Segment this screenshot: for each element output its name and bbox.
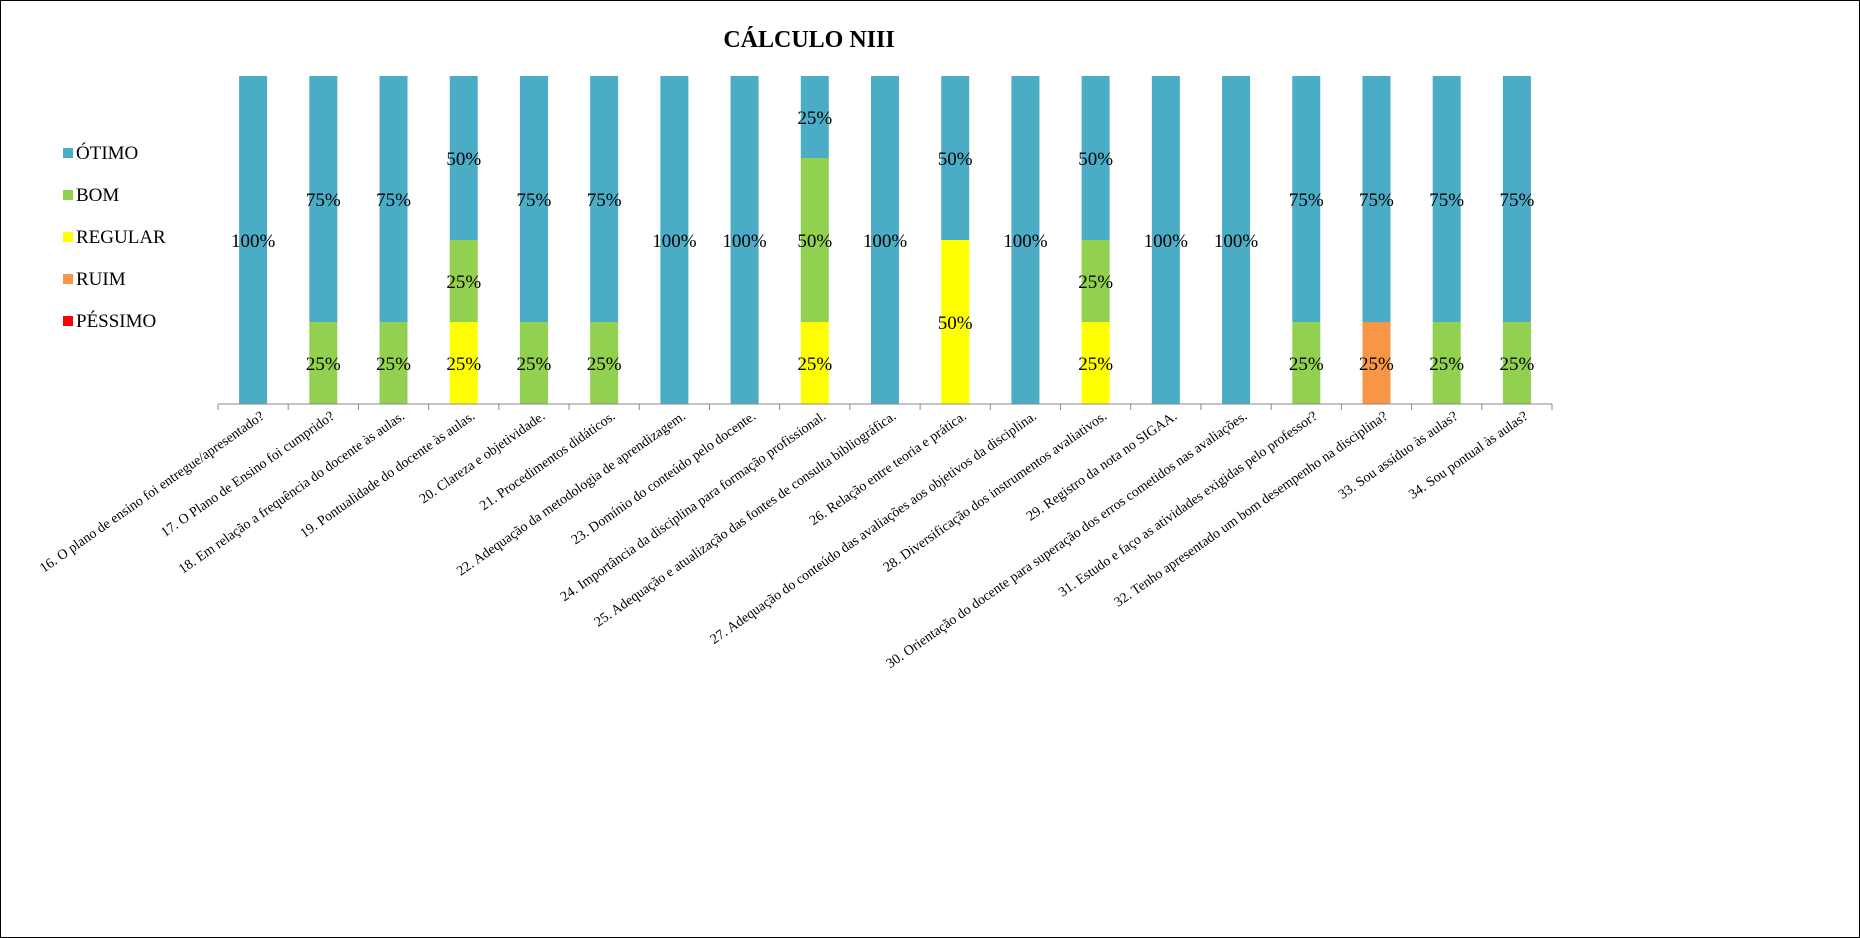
data-label-bom-3: 25% (376, 354, 411, 375)
bar-segment-otimo-4 (449, 76, 478, 240)
bar-segment-ruim-17 (1362, 322, 1391, 404)
data-label-bom-16: 25% (1289, 354, 1324, 375)
chart-title: CÁLCULO NIII (723, 27, 894, 53)
bar-segment-otimo-8 (730, 76, 759, 404)
legend-label-regular: REGULAR (76, 227, 166, 248)
data-label-otimo-1: 100% (231, 231, 276, 252)
bar-segment-bom-2 (309, 322, 338, 404)
data-label-otimo-7: 100% (652, 231, 697, 252)
bar-segment-otimo-2 (309, 76, 338, 322)
category-label-16: 31. Estudo e faço as atividades exigidas… (1056, 409, 1320, 600)
legend-swatch-regular (63, 232, 73, 242)
x-axis-ticks (217, 404, 1553, 410)
bar-segment-otimo-7 (660, 76, 689, 404)
bar-segment-regular-13 (1081, 322, 1110, 404)
legend-label-otimo: ÓTIMO (76, 142, 138, 164)
bar-segment-bom-13 (1081, 240, 1110, 322)
category-label-6: 21. Procedimentos didáticos. (477, 409, 618, 514)
data-label-bom-19: 25% (1499, 354, 1534, 375)
data-label-otimo-16: 75% (1289, 190, 1324, 211)
category-label-9: 24. Importância da disciplina para forma… (558, 409, 829, 605)
bar-segment-otimo-9 (800, 76, 829, 158)
data-label-otimo-8: 100% (722, 231, 767, 252)
data-label-otimo-17: 75% (1359, 190, 1394, 211)
bar-segment-bom-6 (590, 322, 619, 404)
bar-segment-bom-4 (449, 240, 478, 322)
bar-segment-otimo-14 (1151, 76, 1180, 404)
legend-label-ruim: RUIM (76, 269, 126, 290)
bar-segment-otimo-3 (379, 76, 408, 322)
legend-swatch-otimo (63, 148, 73, 158)
bar-segment-bom-9 (800, 158, 829, 322)
category-label-5: 20. Clareza e objetividade. (417, 409, 548, 507)
bar-segment-bom-19 (1502, 322, 1531, 404)
data-label-otimo-4: 50% (446, 149, 481, 170)
bar-segment-otimo-10 (871, 76, 899, 404)
category-label-18: 33. Sou assíduo às aulas? (1336, 409, 1461, 503)
category-labels-group: 16. O plano de ensino foi entregue/apres… (37, 409, 1531, 672)
legend-label-pessimo: PÉSSIMO (76, 310, 156, 332)
bar-segment-otimo-13 (1081, 76, 1110, 240)
data-label-otimo-9: 25% (797, 108, 832, 129)
legend-label-bom: BOM (76, 185, 119, 206)
data-label-regular-11: 50% (938, 313, 973, 334)
data-label-bom-9: 50% (797, 231, 832, 252)
category-label-12: 27. Adequação do conteúdo das avaliações… (708, 409, 1040, 648)
data-labels-group: 100% 25% 75% 25% 75% 25% 25% 50% 25% 75% 25% 75% 100… (231, 108, 1535, 375)
bar-segment-regular-11 (941, 240, 970, 404)
data-label-regular-13: 25% (1078, 354, 1113, 375)
bar-segment-bom-16 (1292, 322, 1321, 404)
data-label-ruim-17: 25% (1359, 354, 1394, 375)
data-label-otimo-2: 75% (306, 190, 341, 211)
data-label-bom-6: 25% (587, 354, 622, 375)
data-label-otimo-19: 75% (1499, 190, 1534, 211)
category-label-19: 34. Sou pontual às aulas? (1406, 409, 1531, 503)
bar-segment-otimo-19 (1502, 76, 1531, 322)
data-label-bom-5: 25% (517, 354, 552, 375)
data-label-otimo-5: 75% (517, 190, 552, 211)
data-label-otimo-13: 50% (1078, 149, 1113, 170)
bar-segment-regular-4 (449, 322, 478, 404)
data-label-bom-13: 25% (1078, 272, 1113, 293)
data-label-otimo-12: 100% (1003, 231, 1048, 252)
legend: ÓTIMO BOM REGULAR RUIM PÉSSIMO (63, 142, 166, 332)
bar-segment-otimo-5 (519, 76, 548, 322)
data-label-otimo-15: 100% (1214, 231, 1259, 252)
bar-segment-bom-3 (379, 322, 408, 404)
data-label-otimo-3: 75% (376, 190, 411, 211)
data-label-otimo-10: 100% (863, 231, 908, 252)
bar-segment-otimo-17 (1362, 76, 1391, 322)
data-label-bom-4: 25% (446, 272, 481, 293)
bar-segment-otimo-12 (1011, 76, 1040, 404)
data-label-otimo-18: 75% (1429, 190, 1464, 211)
data-label-bom-18: 25% (1429, 354, 1464, 375)
legend-swatch-pessimo (63, 316, 73, 326)
data-label-regular-9: 25% (797, 354, 832, 375)
bar-segment-otimo-18 (1432, 76, 1461, 322)
bar-segment-otimo-11 (941, 76, 970, 240)
data-label-regular-4: 25% (446, 354, 481, 375)
bars-group (239, 76, 1531, 404)
bar-segment-regular-9 (800, 322, 829, 404)
bar-segment-otimo-1 (239, 76, 268, 404)
data-label-otimo-6: 75% (587, 190, 622, 211)
bar-segment-bom-18 (1432, 322, 1461, 404)
data-label-otimo-11: 50% (938, 149, 973, 170)
legend-swatch-bom (63, 190, 73, 200)
bar-segment-otimo-15 (1222, 76, 1251, 404)
legend-swatch-ruim (63, 274, 73, 284)
bar-segment-bom-5 (519, 322, 548, 404)
data-label-otimo-14: 100% (1144, 231, 1189, 252)
bar-segment-otimo-6 (590, 76, 619, 322)
data-label-bom-2: 25% (306, 354, 341, 375)
bar-segment-otimo-16 (1292, 76, 1321, 322)
